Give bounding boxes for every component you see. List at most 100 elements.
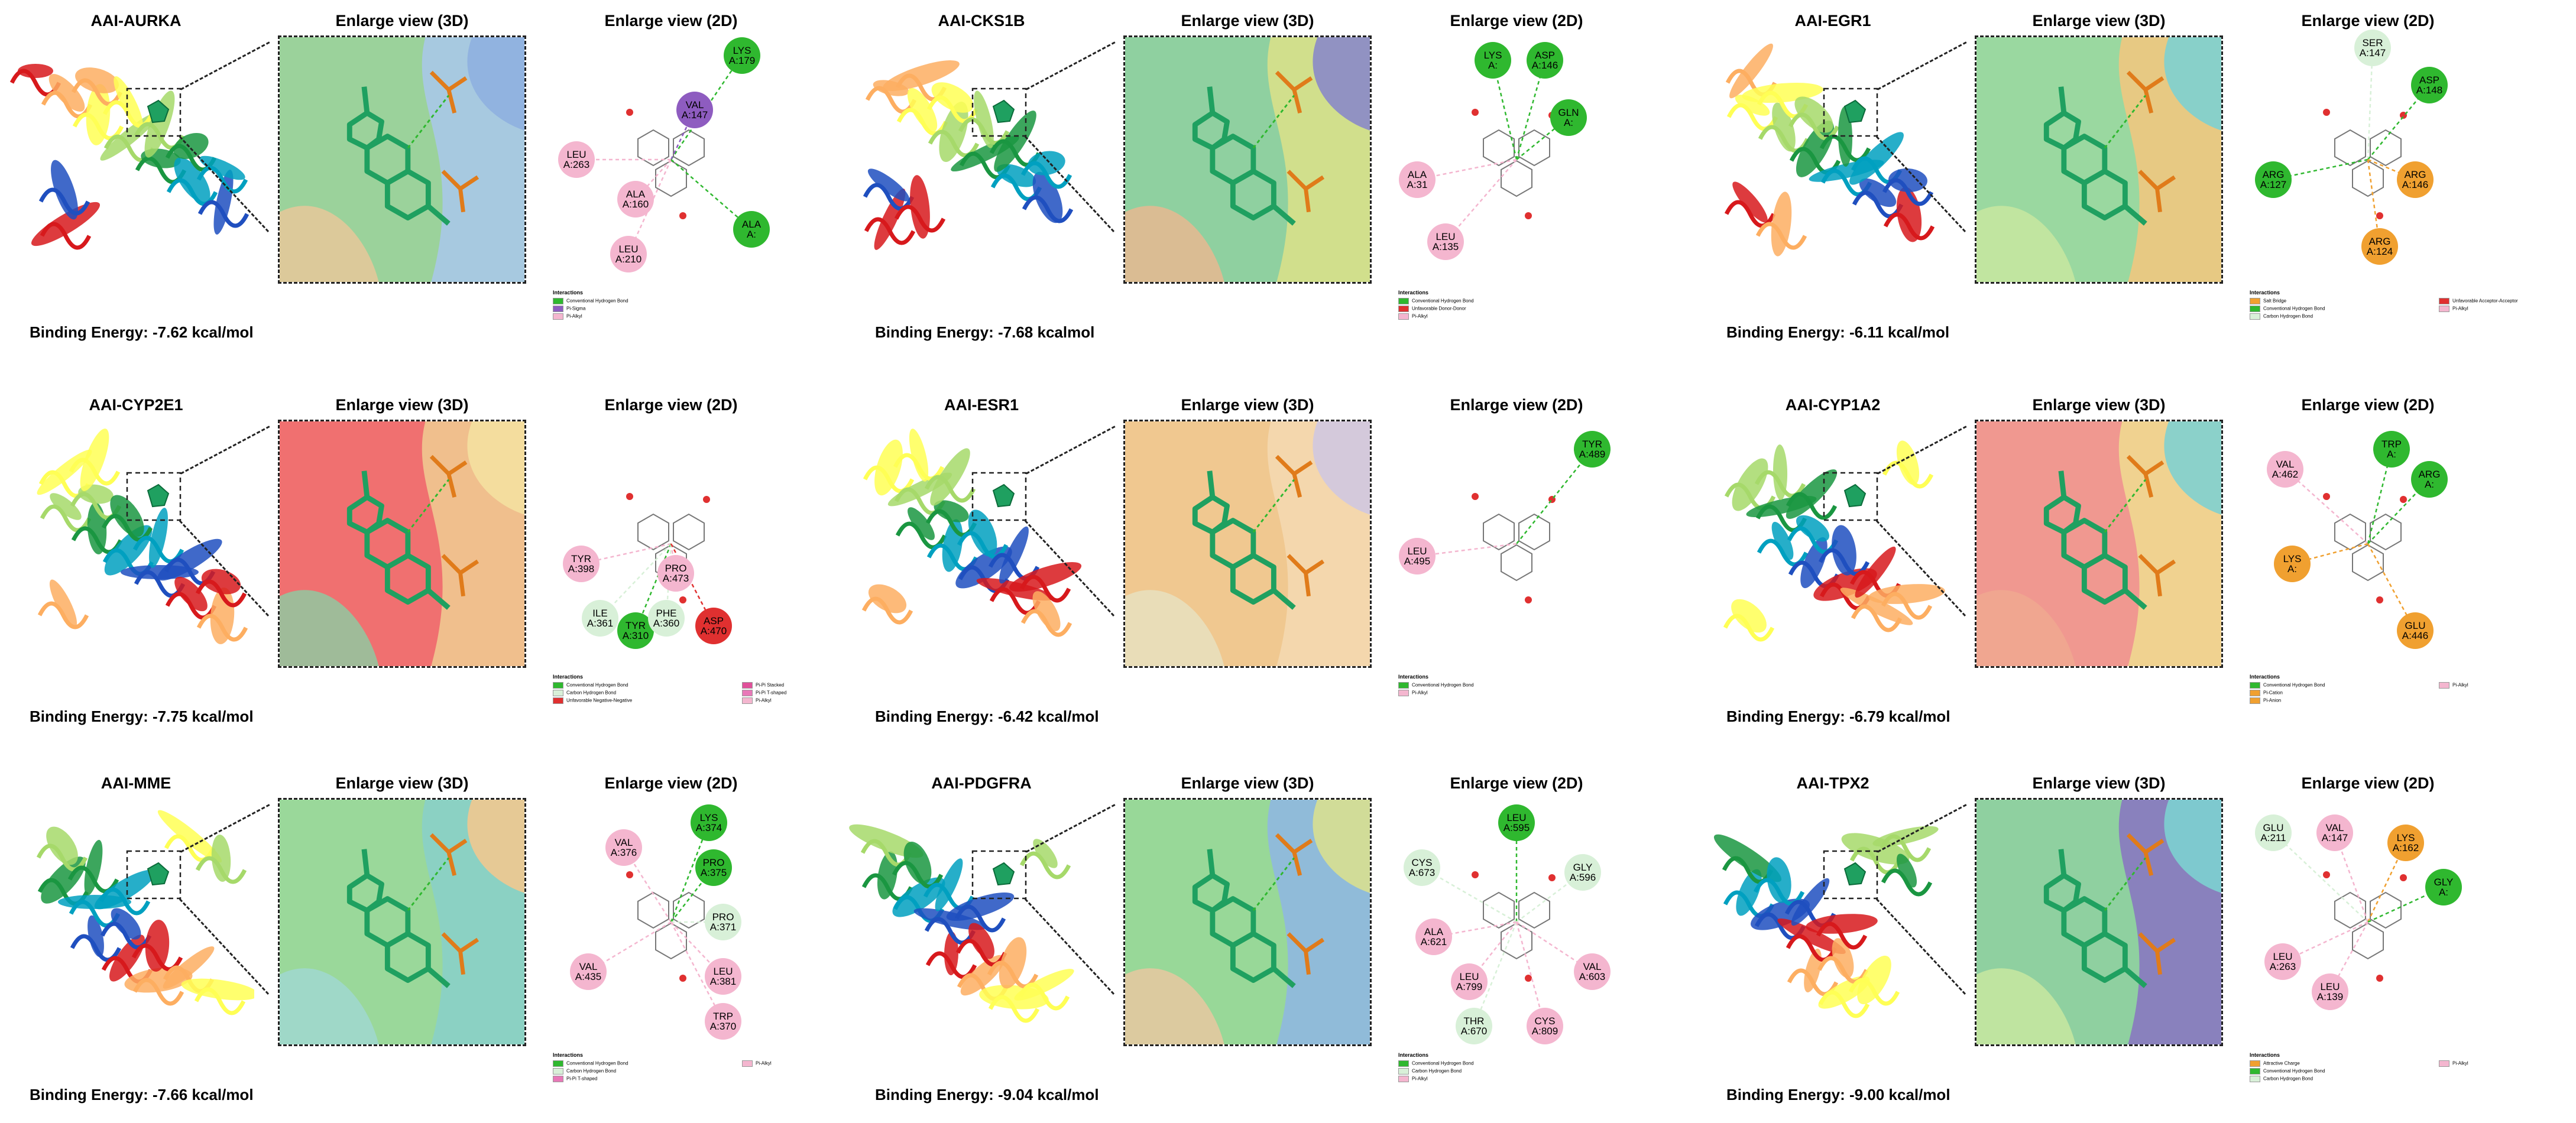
legend-label: Pi-Alkyl — [1412, 1076, 1428, 1082]
residue-label: LYS A:374 — [691, 804, 727, 841]
legend-label: Pi-Alkyl — [2452, 1060, 2468, 1066]
residue-number: A:124 — [2366, 246, 2393, 257]
residue-name: TRP — [2381, 439, 2402, 450]
protein-title: AAI-CYP2E1 — [89, 396, 183, 414]
residue-number: A:147 — [2321, 832, 2348, 843]
legend-label: Conventional Hydrogen Bond — [2263, 682, 2325, 688]
residue-number: A:376 — [610, 847, 637, 858]
legend-label: Pi-Alkyl — [756, 1060, 772, 1066]
residue-label: VAL A:603 — [1574, 953, 1611, 990]
legend-swatch — [1398, 690, 1409, 696]
legend-label: Conventional Hydrogen Bond — [1412, 682, 1474, 688]
residue-name: VAL — [2276, 459, 2295, 470]
legend-label: Pi-Sigma — [566, 306, 586, 311]
residue-label: LEU A:799 — [1451, 963, 1488, 1000]
residue-label: ARG A:146 — [2397, 161, 2434, 198]
legend-label: Conventional Hydrogen Bond — [1412, 1060, 1474, 1066]
legend-item: Carbon Hydrogen Bond — [2250, 1076, 2313, 1082]
legend-label: Pi-Pi T-shaped — [756, 690, 787, 696]
docking-panel: AAI-CYP2E1 Enlarge view (3D) Enlarge view … — [0, 384, 840, 745]
residue-label: TRP A:370 — [705, 1003, 741, 1040]
interaction-legend: Interactions Conventional Hydrogen Bond Pi… — [553, 290, 837, 325]
legend-label: Conventional Hydrogen Bond — [2263, 1068, 2325, 1074]
residue-number: A:470 — [700, 625, 727, 637]
residue-label: TYR A:398 — [563, 545, 600, 582]
legend-item: Conventional Hydrogen Bond — [553, 682, 628, 689]
legend-title: Interactions — [2250, 1052, 2280, 1058]
view2d-title: Enlarge view (2D) — [2301, 12, 2435, 30]
residue-name: LYS — [2283, 553, 2302, 564]
legend-swatch — [2250, 1076, 2260, 1082]
residue-label: LEU A:139 — [2312, 973, 2348, 1010]
legend-label: Carbon Hydrogen Bond — [566, 690, 617, 696]
legend-swatch — [1398, 313, 1409, 320]
docking-panel: AAI-PDGFRA Enlarge view (3D) Enlarge view … — [845, 762, 1685, 1123]
residue-number: A:398 — [568, 563, 595, 575]
legend-item: Unfavorable Donor-Donor — [1398, 306, 1466, 312]
legend-swatch — [1398, 1076, 1409, 1082]
legend-label: Pi-Alkyl — [2452, 306, 2468, 311]
protein-title: AAI-CKS1B — [938, 12, 1025, 30]
residue-number: A: — [746, 228, 757, 240]
residue-number: A:809 — [1531, 1025, 1558, 1037]
legend-item: Unfavorable Negative-Negative — [553, 697, 632, 704]
residue-label: ASP A:148 — [2411, 67, 2448, 103]
residue-name: ILE — [592, 608, 608, 619]
legend-swatch — [2250, 697, 2260, 704]
residue-label: VAL A:147 — [676, 92, 713, 128]
residue-label: PRO A:371 — [705, 904, 741, 940]
legend-item: Pi-Alkyl — [742, 1060, 772, 1067]
residue-number: A:381 — [709, 976, 737, 988]
binding-pocket-3d-view — [1975, 35, 2223, 284]
legend-title: Interactions — [1398, 1052, 1429, 1058]
residue-number: A: — [2438, 887, 2449, 898]
legend-label: Pi-Alkyl — [2452, 682, 2468, 688]
legend-swatch — [553, 298, 563, 304]
legend-label: Carbon Hydrogen Bond — [2263, 313, 2313, 319]
interaction-2d-diagram: LEU A:595 CYS A:673 GLY A:596 ALA A:621 LEU A:799… — [1398, 798, 1635, 1046]
view2d-title: Enlarge view (2D) — [604, 774, 738, 792]
residue-name: VAL — [2325, 822, 2344, 833]
residue-name: PRO — [665, 563, 687, 575]
residue-label: CYS A:673 — [1404, 849, 1440, 886]
legend-swatch — [553, 306, 563, 312]
legend-label: Conventional Hydrogen Bond — [1412, 298, 1474, 304]
legend-swatch — [2250, 1068, 2260, 1075]
residue-number: A:210 — [615, 253, 642, 265]
residue-name: TRP — [713, 1011, 733, 1022]
legend-title: Interactions — [553, 1052, 584, 1058]
residue-label: GLN A: — [1550, 99, 1587, 136]
view2d-title: Enlarge view (2D) — [2301, 396, 2435, 414]
residue-label: TYR A:489 — [1574, 431, 1611, 468]
protein-structure-image — [1697, 420, 1951, 656]
residue-number: A:263 — [2269, 961, 2296, 973]
legend-item: Pi-Alkyl — [553, 313, 582, 320]
residue-name: LEU — [1407, 546, 1427, 557]
residue-number: A: — [1563, 116, 1574, 128]
protein-title: AAI-CYP1A2 — [1785, 396, 1881, 414]
residue-name: VAL — [685, 99, 704, 111]
residue-number: A: — [2386, 449, 2397, 460]
legend-label: Conventional Hydrogen Bond — [2263, 306, 2325, 311]
residue-name: ASP — [1534, 50, 1556, 61]
legend-title: Interactions — [553, 674, 584, 680]
protein-structure-image — [1697, 798, 1951, 1034]
residue-name: LEU — [713, 966, 733, 978]
interaction-legend: Interactions Conventional Hydrogen Bond Pi… — [2250, 674, 2533, 709]
legend-item: Pi-Alkyl — [1398, 313, 1428, 320]
residue-number: A: — [1488, 60, 1498, 71]
binding-energy: Binding Energy: -7.68 kcalmol — [875, 323, 1095, 341]
residue-label: PHE A:360 — [648, 600, 685, 637]
legend-item: Pi-Anion — [2250, 697, 2281, 704]
residue-label: ARG A: — [2411, 460, 2448, 498]
protein-title: AAI-AURKA — [90, 12, 182, 30]
view3d-title: Enlarge view (3D) — [2032, 12, 2166, 30]
residue-label: ALA A: — [733, 210, 770, 248]
binding-energy: Binding Energy: -6.79 kcal/mol — [1726, 707, 1950, 725]
interaction-2d-diagram: TYR A:489 LEU A:495 — [1398, 420, 1635, 668]
residue-number: A:160 — [622, 199, 649, 210]
residue-label: ALA A:621 — [1415, 918, 1452, 956]
residue-name: LEU — [1506, 812, 1527, 823]
residue-number: A:670 — [1460, 1025, 1488, 1037]
legend-label: Carbon Hydrogen Bond — [2263, 1076, 2313, 1082]
